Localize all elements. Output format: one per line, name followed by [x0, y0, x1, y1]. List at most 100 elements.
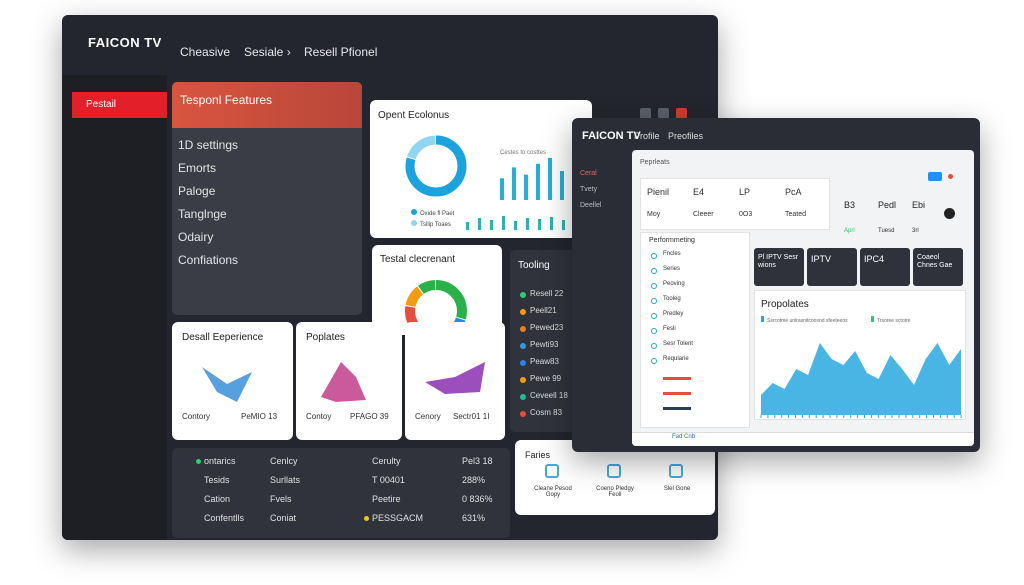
nav-item[interactable]: Cheasive: [180, 45, 231, 59]
status-dot: [520, 377, 526, 383]
tooling-item[interactable]: Pewed23: [530, 323, 564, 332]
list-item[interactable]: Fesli: [663, 326, 676, 332]
feature-item[interactable]: Odairy: [178, 230, 214, 244]
button[interactable]: [928, 172, 942, 181]
tooling-item[interactable]: Resell 22: [530, 289, 564, 298]
icon: [545, 464, 559, 478]
grid-cell[interactable]: PcA: [785, 187, 802, 197]
status-dot: [520, 309, 526, 315]
bar: [514, 221, 517, 230]
status-dot: [520, 326, 526, 332]
feature-item[interactable]: Confiations: [178, 253, 239, 267]
status-bar: [663, 407, 691, 410]
list-item[interactable]: Fncles: [663, 251, 681, 257]
card-title: Opent Ecolonus: [378, 110, 450, 121]
table-cell: Tesids: [204, 475, 230, 485]
list-item[interactable]: Predley: [663, 311, 684, 317]
tile[interactable]: Coaeol Chnes Gae: [913, 248, 963, 286]
tile[interactable]: IPTV: [807, 248, 857, 286]
faries-item[interactable]: Cleane Pesod Gopy: [534, 486, 572, 498]
chart-caption: Cestes to costtes: [500, 150, 547, 156]
mini-chart: [321, 362, 366, 402]
card-value: PeMIO 13: [241, 412, 278, 421]
grid-cell[interactable]: Pienil: [647, 187, 670, 197]
grid-cell[interactable]: Moy: [647, 211, 661, 218]
side-cell-top: Ebi: [912, 200, 926, 210]
front-window: FAICON TV Profile Preofiles Ceral Tvety Deell…: [572, 118, 980, 452]
list-icon: [651, 298, 657, 304]
nav-item[interactable]: Resell Pfionel: [304, 45, 378, 59]
footer-text[interactable]: Fad Cnb: [672, 434, 696, 440]
legend-label: Tsllip Toaes: [420, 222, 451, 228]
panel-header: Tesponl Features: [172, 82, 362, 128]
tooling-item[interactable]: Cosm 83: [530, 408, 563, 417]
area: [761, 343, 961, 415]
total-donut: [405, 280, 467, 335]
list-item[interactable]: Series: [663, 266, 681, 272]
list-icon: [651, 328, 657, 334]
feature-item[interactable]: Tanglnge: [178, 207, 227, 221]
window-control[interactable]: [640, 108, 651, 119]
sidebar: [62, 75, 167, 540]
faries-item[interactable]: Coeno Pledgy Feoll: [596, 486, 634, 498]
window-control[interactable]: [676, 108, 687, 119]
list-icon: [651, 358, 657, 364]
bar: [502, 216, 505, 230]
card-value: Sectr01 1I: [453, 412, 490, 421]
chart-card: Cenory Sectr01 1I: [405, 322, 505, 440]
card-label: Contory: [182, 412, 211, 421]
feature-item[interactable]: Emorts: [178, 161, 217, 175]
tooling-item[interactable]: Ceveell 18: [530, 391, 568, 400]
faries-item[interactable]: Slel Gone: [663, 486, 691, 492]
nav-item[interactable]: Preofiles: [668, 131, 704, 141]
side-cell-bottom: Aprl: [844, 228, 855, 234]
content: Peprleats Pienil E4 LP PcA Moy Cleeer 0O3 Teated…: [632, 150, 974, 446]
bar: [524, 174, 528, 200]
chart-card: Poplates Contoy PFAGO 39: [296, 322, 402, 440]
area-chart: Propolates Ssrcotme unlrasnitcoosnd sfeet…: [760, 299, 962, 418]
icon: [669, 464, 683, 478]
feature-item[interactable]: 1D settings: [178, 138, 239, 152]
table-cell: T 00401: [372, 475, 405, 485]
grid-cell[interactable]: 0O3: [739, 211, 753, 218]
grid-cell[interactable]: E4: [693, 187, 705, 197]
list-item[interactable]: Reqularie: [663, 356, 689, 362]
side-cell-bottom: 3rl: [912, 228, 919, 234]
status-dot: [520, 343, 526, 349]
window-control[interactable]: [658, 108, 669, 119]
tile[interactable]: Pl IPTV Sesr wions: [754, 248, 804, 286]
sidebar-item[interactable]: Ceral: [580, 170, 597, 177]
bar: [536, 163, 540, 200]
sidebar-item[interactable]: Deellel: [580, 202, 602, 209]
nav-item[interactable]: Sesiale ›: [244, 45, 291, 59]
data-table: ontarics Cenlcy Cerulty Pel3 18 Tesids Surlla…: [172, 448, 510, 538]
tooling-item[interactable]: Peell21: [530, 306, 557, 315]
grid: Pienil E4 LP PcA Moy Cleeer 0O3 Teated: [640, 178, 830, 230]
table-cell: Coniat: [270, 513, 297, 523]
nav-item[interactable]: Profile: [634, 131, 660, 141]
tile[interactable]: IPC4: [860, 248, 910, 286]
icon: [607, 464, 621, 478]
grid-cell[interactable]: Teated: [785, 211, 807, 218]
mini-chart: [425, 362, 485, 394]
list-item[interactable]: Tooleg: [663, 296, 681, 302]
donut-segment: [405, 135, 467, 197]
bar: [490, 220, 493, 230]
grid-cell[interactable]: Cleeer: [693, 211, 714, 218]
list-item[interactable]: Peoving: [663, 281, 685, 287]
chart-card: Desall Eeperience Contory PeMIO 13: [172, 322, 293, 440]
legend-dot: [411, 220, 417, 226]
close-dot[interactable]: [948, 174, 953, 179]
sidebar-active[interactable]: Pestail: [72, 92, 167, 118]
tooling-item[interactable]: Pewe 99: [530, 374, 562, 383]
sidebar-item[interactable]: Tvety: [580, 186, 598, 193]
list-icon: [651, 268, 657, 274]
feature-item[interactable]: Paloge: [178, 184, 216, 198]
legend-label: Ssrcotme unlrasnitcoosnd sfeeteeos: [767, 318, 848, 324]
tooling-item[interactable]: Peaw83: [530, 357, 559, 366]
grid-cell[interactable]: LP: [739, 187, 751, 197]
icon-button[interactable]: [944, 208, 955, 219]
card-title: Faries: [525, 450, 551, 460]
list-item[interactable]: Sesr Tolent: [663, 341, 693, 347]
tooling-item[interactable]: Pewti93: [530, 340, 559, 349]
